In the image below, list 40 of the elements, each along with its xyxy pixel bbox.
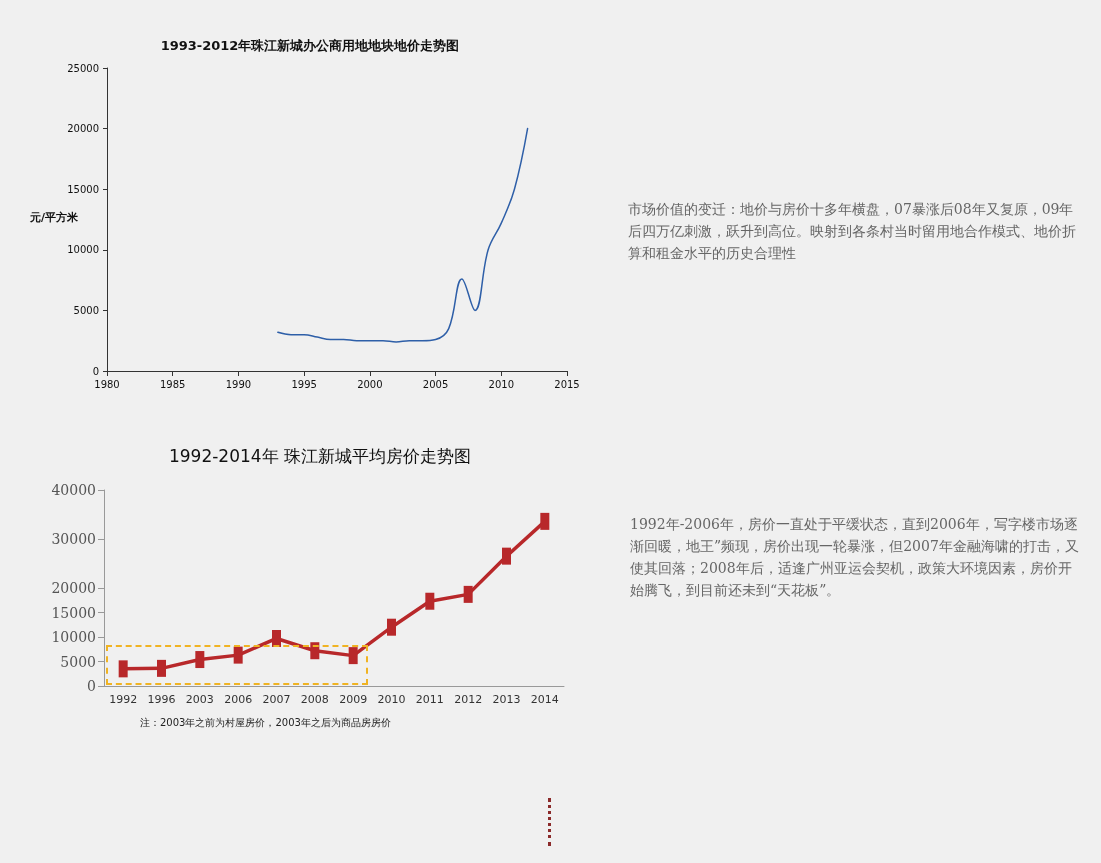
x-tick-label: 1985 (159, 378, 186, 390)
y-tick-label: 40000 (51, 482, 96, 498)
x-tick-label: 1996 (147, 693, 176, 706)
text: 市场价值的变迁：地价与房价十多年横盘，07暴涨后08年又复原，09年后四万亿刺激，跃升到高位。映射到各条村当时留用地合作模式、地价折算和租金水平的历史合理性 (628, 200, 1077, 263)
x-tick-label: 2007 (262, 693, 291, 706)
y-tick-label: 30000 (51, 531, 96, 547)
y-tick-label: 0 (92, 365, 99, 377)
x-tick-label: 2006 (224, 693, 253, 706)
line-series (277, 127, 529, 343)
x-tick-label: 1995 (291, 378, 317, 390)
y-tick-label: 15000 (51, 604, 96, 621)
x-tick-label: 2009 (339, 693, 368, 706)
x-tick-label: 1992 (109, 693, 138, 706)
y-tick-label: 5000 (73, 304, 99, 316)
y-tick-label: 20000 (51, 580, 96, 596)
x-tick-label: 2003 (185, 693, 214, 706)
y-tick-label: 15000 (67, 183, 99, 195)
x-tick-label: 2008 (300, 693, 329, 706)
y-tick-label: 25000 (67, 62, 99, 74)
y-tick-label: 5000 (60, 653, 96, 670)
x-tick-label: 1990 (225, 378, 252, 390)
x-tick-label: 2015 (554, 378, 580, 390)
text: 注：2003年之前为村屋房价，2003年之后为商品房房价 (140, 716, 391, 730)
x-tick-label: 2014 (530, 693, 559, 706)
x-tick-label: 2011 (415, 693, 444, 706)
x-tick-label: 2000 (357, 378, 383, 390)
y-tick-label: 10000 (51, 629, 96, 645)
chart-title: 1992-2014年 珠江新城平均房价走势图 (168, 445, 472, 466)
y-axis-title: 元/平方米 (30, 210, 79, 225)
x-tick-label: 2013 (492, 693, 521, 706)
x-tick-label: 2012 (454, 693, 483, 706)
y-tick-label: 20000 (67, 123, 99, 135)
x-tick-label: 2005 (422, 378, 449, 390)
text: 1992年-2006年，房价一直处于平缓状态，直到2006年，写字楼市场逐渐回暖，地王”频现，房价出现一轮暴涨，但2007年金融海啸的打击，又使其回落；2008年后，适逢广州亚运会契机，政策大环境因素，房价开始腾飞，到目前还未到“天花板”。 (630, 515, 1080, 600)
x-tick-label: 2010 (488, 378, 515, 390)
y-tick-label: 10000 (67, 244, 99, 256)
chart-title: 1993-2012年珠江新城办公商用地地块地价走势图 (160, 38, 460, 53)
y-tick-label: 0 (87, 678, 96, 694)
x-tick-label: 2010 (377, 693, 406, 706)
x-tick-label: 1980 (94, 378, 120, 390)
